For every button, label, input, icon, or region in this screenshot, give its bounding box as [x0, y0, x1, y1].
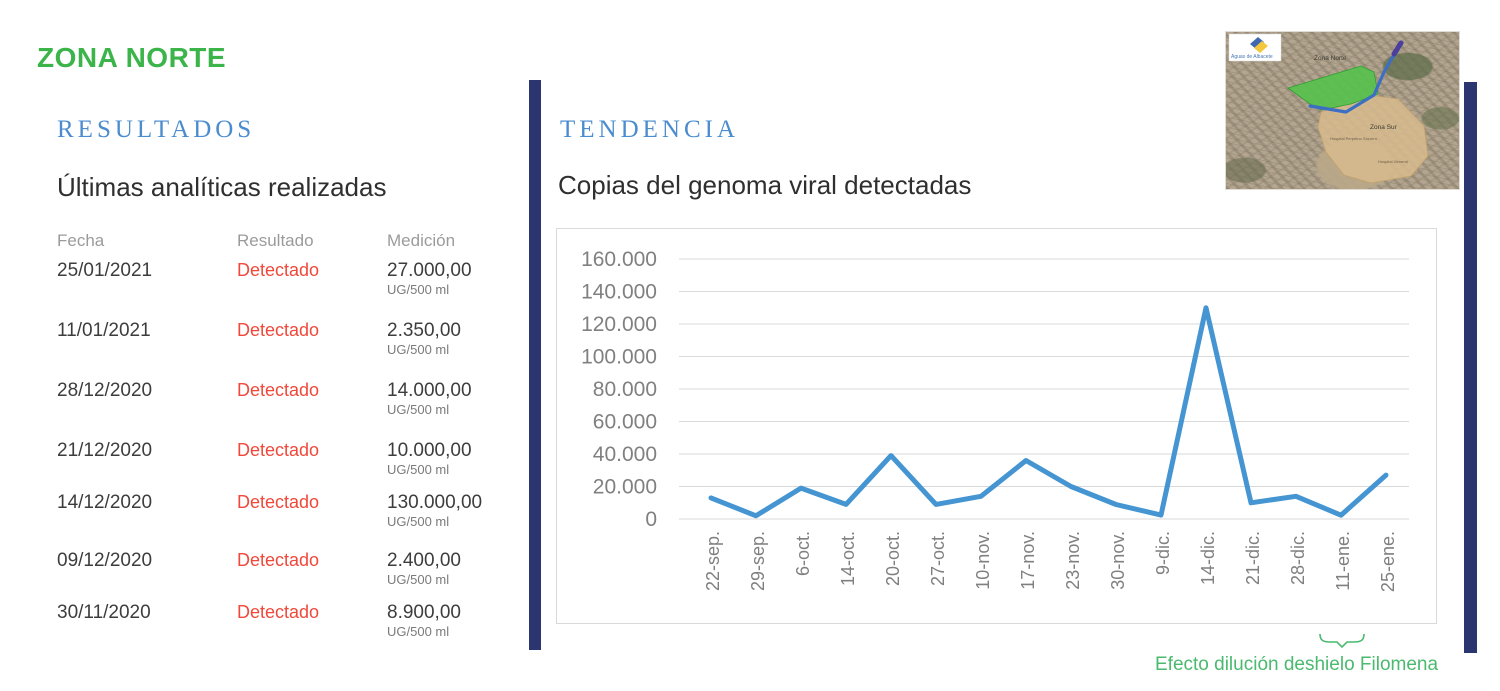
column-header-medicion: Medición — [387, 231, 456, 250]
y-axis-tick-label: 60.000 — [593, 411, 657, 434]
cell-unidad: UG/500 ml — [387, 514, 450, 529]
cell-medicion: 8.900,00 — [387, 602, 461, 623]
map-label-zona-norte: Zona Norte — [1314, 55, 1347, 62]
y-axis-tick-label: 80.000 — [593, 378, 657, 401]
chart-title: Copias del genoma viral detectadas — [558, 170, 972, 200]
map-label-hospital-general: Hospital General — [1378, 159, 1408, 164]
y-axis-tick-label: 0 — [645, 508, 657, 531]
pipeline-line — [1308, 49, 1399, 114]
cell-medicion: 14.000,00 — [387, 380, 472, 401]
table-row: 21/12/2020 Detectado 10.000,00 UG/500 ml — [57, 440, 527, 477]
trend-chart: 0 20.000 40.000 60.000 80.000 100.000 120.000 1… — [556, 228, 1437, 624]
cell-fecha: 11/01/2021 — [57, 320, 151, 341]
cell-medicion: 130.000,00 — [387, 492, 483, 513]
trend-chart-canvas: 0 20.000 40.000 60.000 80.000 100.000 120.000 1… — [581, 248, 1409, 592]
trend-line — [708, 305, 1389, 519]
cell-fecha: 25/01/2021 — [57, 260, 153, 281]
x-axis-tick-label: 14-oct. — [838, 531, 858, 586]
aguas-de-albacete-logo: Aguas de Albacete — [1228, 33, 1282, 62]
cell-unidad: UG/500 ml — [387, 624, 450, 639]
cell-resultado: Detectado — [237, 602, 320, 622]
results-table-header: Fecha Resultado Medición — [57, 231, 527, 251]
zone-map-thumbnail: Zona Norte Zona Sur Hospital Perpetuo So… — [1225, 31, 1460, 190]
x-axis-tick-label: 22-sep. — [703, 531, 723, 591]
cell-medicion: 27.000,00 — [387, 260, 472, 281]
zona-sur-polygon — [1317, 95, 1429, 184]
cell-medicion: 10.000,00 — [387, 440, 472, 461]
x-axis-tick-label: 27-oct. — [928, 531, 948, 586]
divider-bar-left — [529, 80, 541, 650]
map-label-hospital-perpetuo: Hospital Perpetuo Socorro — [1330, 136, 1378, 141]
x-axis-tick-label: 25-ene. — [1378, 531, 1398, 592]
cell-resultado: Detectado — [237, 550, 320, 570]
table-row: 09/12/2020 Detectado 2.400,00 UG/500 ml — [57, 550, 527, 587]
cell-fecha: 28/12/2020 — [57, 380, 153, 401]
table-row: 30/11/2020 Detectado 8.900,00 UG/500 ml — [57, 602, 527, 639]
table-row: 11/01/2021 Detectado 2.350,00 UG/500 ml — [57, 320, 527, 357]
x-axis-tick-label: 30-nov. — [1108, 531, 1128, 590]
x-axis-tick-label: 23-nov. — [1063, 531, 1083, 590]
x-axis-tick-label: 14-dic. — [1198, 531, 1218, 585]
cell-resultado: Detectado — [237, 492, 320, 512]
filomena-bracket-icon — [1319, 633, 1365, 648]
x-axis-tick-label: 11-ene. — [1333, 531, 1353, 591]
cell-fecha: 30/11/2020 — [57, 602, 151, 623]
table-row: 28/12/2020 Detectado 14.000,00 UG/500 ml — [57, 380, 527, 417]
y-axis-tick-label: 140.000 — [581, 281, 657, 304]
y-axis-tick-label: 40.000 — [593, 443, 657, 466]
results-table: Fecha Resultado Medición 25/01/2021 Dete… — [57, 231, 527, 651]
divider-bar-right — [1464, 82, 1477, 653]
cell-unidad: UG/500 ml — [387, 462, 450, 477]
cell-resultado: Detectado — [237, 440, 320, 460]
column-header-fecha: Fecha — [57, 231, 105, 250]
y-axis-tick-label: 160.000 — [581, 248, 657, 271]
y-axis-tick-label: 20.000 — [593, 476, 657, 499]
cell-fecha: 14/12/2020 — [57, 492, 153, 513]
x-axis-tick-label: 28-dic. — [1288, 531, 1308, 585]
cell-fecha: 21/12/2020 — [57, 440, 153, 461]
page-title: ZONA NORTE — [37, 42, 227, 73]
cell-resultado: Detectado — [237, 380, 320, 400]
cell-resultado: Detectado — [237, 260, 320, 280]
cell-medicion: 2.350,00 — [387, 320, 461, 341]
zone-map-overlay: Zona Norte Zona Sur Hospital Perpetuo So… — [1228, 33, 1429, 184]
cell-unidad: UG/500 ml — [387, 282, 450, 297]
x-axis-tick-label: 29-sep. — [748, 531, 768, 591]
column-header-resultado: Resultado — [237, 231, 314, 250]
cell-unidad: UG/500 ml — [387, 572, 450, 587]
results-subtitle: Últimas analíticas realizadas — [57, 172, 387, 202]
results-section-heading: RESULTADOS — [57, 116, 256, 143]
x-axis-tick-label: 6-oct. — [793, 531, 813, 576]
map-label-zona-sur: Zona Sur — [1370, 124, 1398, 131]
cell-fecha: 09/12/2020 — [57, 550, 153, 571]
table-row: 14/12/2020 Detectado 130.000,00 UG/500 m… — [57, 492, 527, 529]
y-axis-tick-label: 120.000 — [581, 313, 657, 336]
logo-text: Aguas de Albacete — [1231, 54, 1273, 60]
cell-unidad: UG/500 ml — [387, 342, 450, 357]
logo-diamond-yellow — [1254, 41, 1268, 53]
pipeline-tip — [1391, 40, 1404, 57]
x-axis-tick-label: 20-oct. — [883, 531, 903, 586]
tendencia-section-heading: TENDENCIA — [560, 116, 740, 143]
cell-resultado: Detectado — [237, 320, 320, 340]
cell-unidad: UG/500 ml — [387, 402, 450, 417]
y-axis-tick-label: 100.000 — [581, 346, 657, 369]
x-axis-tick-label: 17-nov. — [1018, 531, 1038, 590]
logo-diamond-blue — [1250, 37, 1264, 49]
x-axis-tick-label: 21-dic. — [1243, 531, 1263, 585]
table-row: 25/01/2021 Detectado 27.000,00 UG/500 ml — [57, 260, 527, 297]
filomena-annotation: Efecto dilución deshielo Filomena — [1155, 654, 1439, 675]
cell-medicion: 2.400,00 — [387, 550, 461, 571]
x-axis-tick-label: 9-dic. — [1153, 531, 1173, 575]
x-axis-tick-label: 10-nov. — [973, 531, 993, 590]
